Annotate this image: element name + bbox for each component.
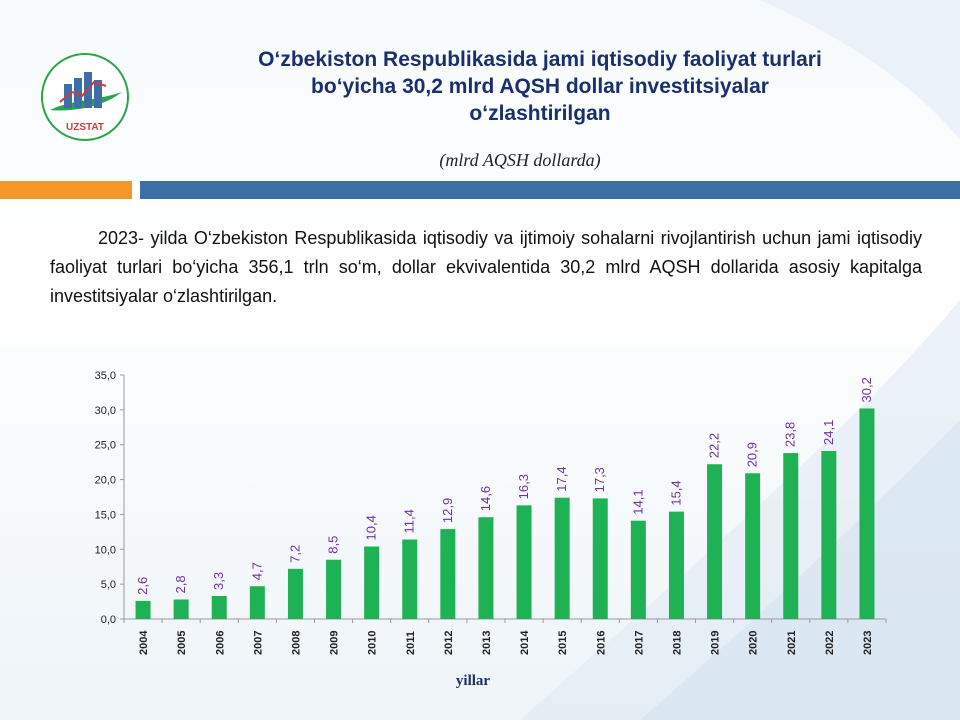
x-tick-label: 2015 [557, 631, 569, 655]
x-tick-label: 2018 [671, 631, 683, 655]
x-tick-label: 2010 [367, 631, 379, 655]
x-tick-label: 2022 [824, 631, 836, 655]
bar-data-label: 16,3 [516, 474, 531, 499]
bar-data-label: 4,7 [249, 562, 264, 580]
bar [592, 498, 608, 619]
bar [402, 539, 418, 619]
bar-data-label: 22,2 [707, 433, 722, 458]
x-tick-label: 2016 [595, 631, 607, 655]
bar-data-label: 12,9 [440, 498, 455, 523]
bar [821, 450, 837, 619]
bar [326, 559, 342, 619]
x-tick-label: 2006 [214, 631, 226, 655]
bar [211, 595, 227, 619]
bar-data-label: 15,4 [668, 480, 683, 505]
bar-data-label: 14,6 [478, 486, 493, 511]
bar [478, 517, 494, 619]
x-axis-title: yillar [456, 673, 491, 689]
y-tick-label: 35,0 [95, 370, 116, 382]
bar-data-label: 20,9 [745, 442, 760, 467]
x-tick-label: 2009 [329, 631, 341, 655]
bar-data-label: 24,1 [821, 420, 836, 445]
page-title: O‘zbekiston Respublikasida jami iqtisodi… [258, 48, 822, 125]
y-tick-label: 20,0 [95, 475, 116, 487]
bar [554, 497, 570, 619]
bar-data-label: 2,6 [135, 577, 150, 595]
bar [783, 453, 799, 619]
bar [287, 568, 303, 619]
y-tick-label: 30,0 [95, 405, 116, 417]
x-tick-label: 2011 [405, 631, 417, 655]
bar-data-label: 3,3 [211, 572, 226, 590]
bar-data-label: 8,5 [326, 536, 341, 554]
bar [707, 464, 723, 619]
bar [745, 473, 761, 619]
x-tick-label: 2012 [443, 631, 455, 655]
page-subtitle: (mlrd AQSH dollarda) [439, 150, 601, 170]
bar [249, 586, 265, 619]
investment-bar-chart: 0,0 5,0 10,0 15,0 20,0 25,0 30,0 35,0 2,6 2004 2,8… [95, 370, 887, 689]
x-tick-label: 2020 [748, 631, 760, 655]
bar [173, 599, 189, 619]
x-tick-label: 2008 [290, 631, 302, 655]
y-tick-label: 25,0 [95, 440, 116, 452]
bar-data-label: 7,2 [287, 545, 302, 563]
bar-data-label: 17,3 [592, 467, 607, 492]
x-tick-label: 2017 [633, 631, 645, 655]
bar [630, 520, 646, 619]
accent-bar-orange [0, 181, 132, 199]
bar-data-label: 2,8 [173, 575, 188, 593]
bar [135, 600, 151, 619]
y-tick-label: 5,0 [101, 579, 116, 591]
x-tick-label: 2019 [710, 631, 722, 655]
x-tick-label: 2013 [481, 631, 493, 655]
bar-data-label: 23,8 [783, 422, 798, 447]
bar-data-label: 17,4 [554, 466, 569, 491]
x-tick-label: 2021 [786, 631, 798, 655]
bar-data-label: 30,2 [859, 377, 874, 402]
x-tick-label: 2004 [138, 630, 150, 655]
bar-data-label: 11,4 [402, 509, 417, 533]
accent-bar-blue [140, 181, 960, 199]
x-tick-label: 2007 [252, 631, 264, 655]
bar [516, 505, 532, 619]
uzstat-logo: UZSTAT [41, 53, 129, 141]
x-tick-label: 2014 [519, 630, 531, 655]
logo-text: UZSTAT [66, 122, 104, 133]
description-paragraph: 2023- yilda O‘zbekiston Respublikasida i… [50, 228, 922, 306]
bar [859, 408, 875, 619]
x-tick-label: 2023 [862, 631, 874, 655]
bar-data-label: 10,4 [364, 515, 379, 540]
bar [668, 511, 684, 619]
y-tick-label: 15,0 [95, 509, 116, 521]
x-tick-label: 2005 [176, 631, 188, 655]
bar-data-label: 14,1 [630, 489, 645, 514]
bar [364, 546, 380, 619]
y-tick-label: 0,0 [101, 614, 116, 626]
bar [440, 529, 456, 619]
y-tick-label: 10,0 [95, 544, 116, 556]
